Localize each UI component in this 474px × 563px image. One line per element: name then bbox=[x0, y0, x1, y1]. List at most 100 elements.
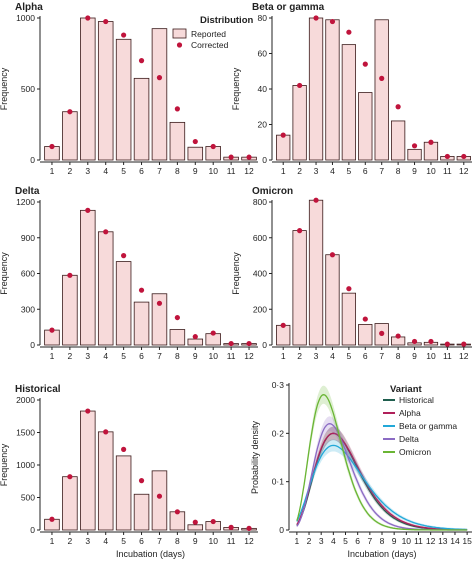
x-tick-label: 11 bbox=[414, 536, 423, 546]
x-axis-label: Incubation (days) bbox=[347, 549, 416, 559]
dot-corrected bbox=[67, 272, 73, 278]
x-tick-label: 9 bbox=[193, 166, 198, 176]
bar-reported bbox=[151, 293, 168, 346]
x-tick-label: 12 bbox=[244, 536, 254, 546]
dot-corrected bbox=[121, 446, 127, 452]
x-tick-label: 3 bbox=[85, 536, 90, 546]
density-band-1 bbox=[296, 426, 468, 530]
dot-corrected bbox=[444, 341, 450, 347]
x-tick-label: 8 bbox=[175, 166, 180, 176]
dot-corrected bbox=[192, 334, 198, 340]
dot-corrected bbox=[174, 509, 180, 515]
dot-corrected bbox=[85, 408, 91, 414]
density-curve-1 bbox=[296, 432, 468, 531]
y-axis-label: Frequency bbox=[0, 443, 9, 486]
x-tick-label: 11 bbox=[443, 166, 452, 176]
panel-title: Beta or gamma bbox=[252, 2, 325, 13]
dot-corrected bbox=[49, 516, 55, 522]
x-tick-label: 3 bbox=[319, 536, 324, 546]
y-tick-label: 1500 bbox=[16, 428, 35, 438]
panel-density: 00·10·20·31 2 3 4 5 6 7 8 9 10 11 12 13 14 15Probabili… bbox=[250, 380, 472, 559]
x-tick-label: 3 bbox=[314, 166, 319, 176]
dot-corrected bbox=[329, 18, 336, 25]
x-tick-label: 8 bbox=[175, 536, 180, 546]
x-tick-label: 13 bbox=[438, 536, 448, 546]
density-curve-4 bbox=[296, 394, 468, 531]
x-tick-label: 8 bbox=[396, 351, 401, 361]
x-tick-label: 5 bbox=[347, 351, 352, 361]
dot-corrected bbox=[67, 474, 73, 480]
dot-corrected bbox=[411, 338, 418, 345]
y-tick-label: 40 bbox=[258, 84, 268, 94]
x-tick-label: 5 bbox=[121, 536, 126, 546]
x-tick-label: 9 bbox=[412, 351, 417, 361]
y-tick-label: 0 bbox=[30, 340, 35, 350]
dot-corrected bbox=[121, 32, 127, 38]
dot-corrected bbox=[246, 154, 252, 160]
bar-reported bbox=[62, 476, 78, 531]
panel-title: Delta bbox=[15, 186, 40, 197]
y-tick-label: 600 bbox=[253, 233, 267, 243]
x-tick-label: 7 bbox=[157, 351, 162, 361]
x-tick-label: 4 bbox=[103, 166, 108, 176]
y-tick-label: 0 bbox=[262, 340, 267, 350]
x-tick-label: 1 bbox=[294, 536, 299, 546]
dot-corrected bbox=[444, 153, 450, 160]
y-tick-label: 300 bbox=[21, 304, 35, 314]
x-tick-label: 5 bbox=[343, 536, 348, 546]
panel-title: Historical bbox=[15, 384, 61, 395]
dot-corrected bbox=[156, 493, 163, 499]
dot-corrected bbox=[210, 330, 216, 336]
x-tick-label: 11 bbox=[227, 351, 236, 361]
y-axis-label: Frequency bbox=[231, 252, 241, 295]
x-tick-label: 9 bbox=[193, 351, 198, 361]
legend-label-reported: Reported bbox=[191, 29, 226, 39]
panel-title: Alpha bbox=[15, 2, 43, 13]
x-tick-label: 7 bbox=[367, 536, 372, 546]
y-tick-label: 1000 bbox=[16, 13, 35, 23]
x-tick-label: 11 bbox=[227, 536, 236, 546]
legend-label-3: Delta bbox=[399, 434, 419, 444]
legend-label-0: Historical bbox=[399, 395, 434, 405]
density-band-0 bbox=[296, 426, 468, 530]
x-tick-label: 1 bbox=[281, 166, 286, 176]
bar-reported bbox=[97, 21, 114, 161]
bar-reported bbox=[308, 17, 324, 161]
x-tick-label: 6 bbox=[139, 351, 144, 361]
x-tick-label: 3 bbox=[85, 351, 90, 361]
x-tick-label: 2 bbox=[297, 351, 302, 361]
y-tick-label: 1200 bbox=[16, 197, 35, 207]
y-tick-label: 900 bbox=[21, 233, 35, 243]
panel-title: Omicron bbox=[252, 186, 293, 197]
x-tick-label: 6 bbox=[363, 166, 368, 176]
y-tick-label: 500 bbox=[21, 493, 35, 503]
bar-reported bbox=[133, 493, 150, 531]
dot-corrected bbox=[67, 109, 73, 115]
x-tick-label: 7 bbox=[157, 166, 162, 176]
x-tick-label: 7 bbox=[379, 351, 384, 361]
x-tick-label: 10 bbox=[426, 166, 436, 176]
dot-corrected bbox=[329, 252, 336, 258]
x-tick-label: 1 bbox=[281, 351, 286, 361]
bar-reported bbox=[292, 230, 307, 346]
x-tick-label: 5 bbox=[121, 166, 126, 176]
x-tick-label: 10 bbox=[402, 536, 412, 546]
dot-corrected bbox=[362, 316, 368, 322]
dot-corrected bbox=[49, 327, 55, 333]
x-axis-label: Incubation (days) bbox=[116, 549, 185, 559]
dot-corrected bbox=[138, 58, 145, 64]
x-tick-label: 6 bbox=[355, 536, 360, 546]
y-tick-label: 60 bbox=[258, 49, 268, 59]
x-tick-label: 4 bbox=[330, 351, 335, 361]
dot-corrected bbox=[138, 287, 145, 293]
bar-reported bbox=[97, 231, 114, 346]
y-tick-label: 20 bbox=[258, 120, 268, 130]
x-tick-label: 7 bbox=[157, 536, 162, 546]
legend-swatch-corrected bbox=[176, 42, 183, 48]
dot-corrected bbox=[228, 524, 234, 531]
dot-corrected bbox=[103, 229, 109, 235]
